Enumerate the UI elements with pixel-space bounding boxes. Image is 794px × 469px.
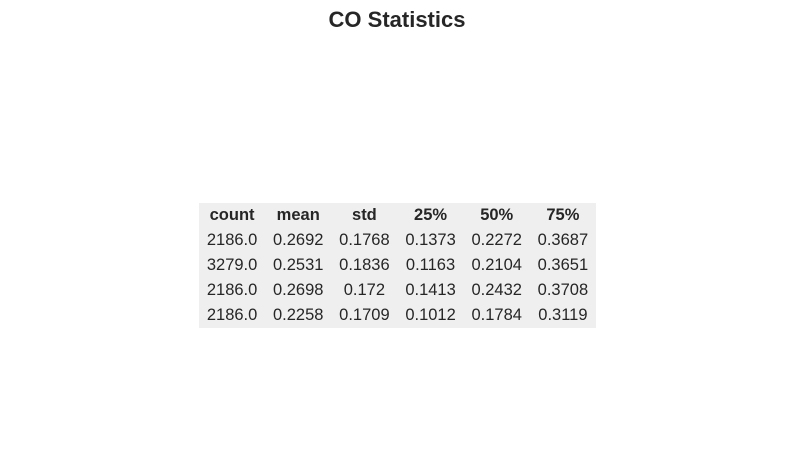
column-header-count: count [209, 206, 255, 224]
column-header-25-percentile: 25% [414, 206, 448, 224]
table-row: 2186.0 0.2258 0.1709 0.1012 0.1784 0.311… [199, 303, 596, 328]
table-cell: 0.2258 [273, 306, 324, 324]
table-cell: 0.2104 [471, 256, 522, 274]
table-cell: 0.2531 [273, 256, 324, 274]
table-cell: 0.1012 [405, 306, 456, 324]
table-cell: 0.3651 [537, 256, 589, 274]
table-row: 3279.0 0.2531 0.1836 0.1163 0.2104 0.365… [199, 253, 596, 278]
table-header-row: count mean std 25% 50% 75% [199, 203, 596, 228]
table-cell: 0.1163 [405, 256, 456, 274]
table-cell: 0.1413 [405, 281, 456, 299]
table-cell: 0.1373 [405, 231, 456, 249]
table-cell: 0.2432 [471, 281, 522, 299]
table-cell: 0.1784 [471, 306, 522, 324]
statistics-table: count mean std 25% 50% 75% 2186.0 0.2692… [199, 203, 596, 328]
table-cell: 2186.0 [206, 231, 258, 249]
table-cell: 2186.0 [206, 306, 258, 324]
table-cell: 0.3708 [537, 281, 589, 299]
table-cell: 0.2698 [273, 281, 324, 299]
table-cell: 0.1836 [339, 256, 390, 274]
table-cell: 0.1709 [339, 306, 390, 324]
table-cell: 3279.0 [206, 256, 258, 274]
table-cell: 2186.0 [206, 281, 258, 299]
table-cell: 0.1768 [339, 231, 390, 249]
column-header-75-percentile: 75% [546, 206, 580, 224]
table-cell: 0.2692 [273, 231, 324, 249]
table-row: 2186.0 0.2698 0.172 0.1413 0.2432 0.3708 [199, 278, 596, 303]
column-header-50-percentile: 50% [480, 206, 514, 224]
column-header-mean: mean [276, 206, 320, 224]
table-cell: 0.172 [343, 281, 386, 299]
table-cell: 0.3119 [538, 306, 588, 324]
table-row: 2186.0 0.2692 0.1768 0.1373 0.2272 0.368… [199, 228, 596, 253]
table-cell: 0.3687 [537, 231, 589, 249]
table-cell: 0.2272 [471, 231, 522, 249]
column-header-std: std [352, 206, 377, 224]
chart-title: CO Statistics [328, 7, 466, 32]
